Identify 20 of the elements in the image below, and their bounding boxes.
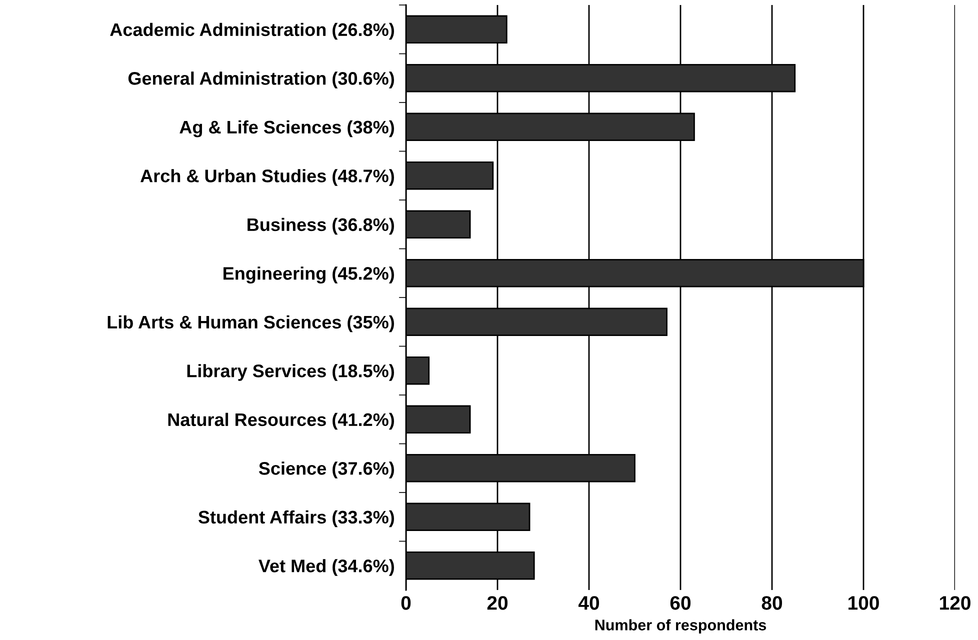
y-tick-label: Engineering (45.2%) [224,266,394,284]
y-tick-label: Student Affairs (33.3%) [198,510,394,528]
y-tick-label: Lib Arts & Human Sciences (35%) [108,315,394,332]
x-tick-label: 120 [940,596,970,610]
y-tick-label: Ag & Life Sciences (38%) [180,120,394,138]
y-tick-label: Academic Administration (26.8%) [110,22,394,40]
x-tick-label: 40 [578,596,600,610]
y-tick-label: Library Services (18.5%) [187,364,394,381]
x-tick-label: 80 [762,596,782,610]
x-axis-title: Number of respondents [595,619,766,634]
y-tick-label: Science (37.6%) [258,462,394,478]
x-tick-label: 60 [670,596,691,610]
y-tick-label: General Administration (30.6%) [128,72,394,88]
x-tick-label: 0 [401,596,411,610]
x-tick-label: 20 [487,596,508,610]
y-tick-label: Natural Resources (41.2%) [168,412,394,430]
y-tick-label: Business (36.8%) [248,218,394,235]
y-tick-label: Vet Med (34.6%) [258,559,394,576]
y-tick-label: Arch & Urban Studies (48.7%) [140,169,394,186]
x-tick-label: 100 [848,596,879,610]
